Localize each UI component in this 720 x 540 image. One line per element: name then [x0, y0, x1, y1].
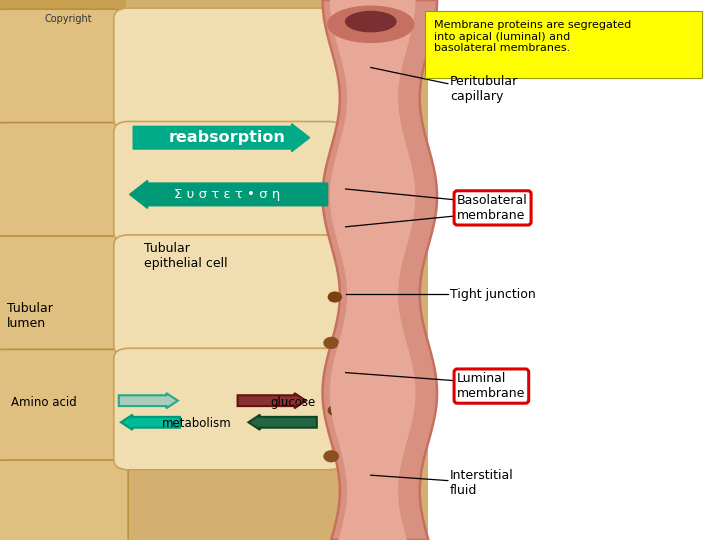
- Circle shape: [324, 338, 338, 348]
- Text: Σ υ σ τ ε τ • σ η: Σ υ σ τ ε τ • σ η: [174, 188, 280, 201]
- Text: Basolateral
membrane: Basolateral membrane: [457, 194, 528, 222]
- FancyArrow shape: [133, 124, 310, 152]
- FancyArrow shape: [248, 415, 317, 430]
- Text: Membrane proteins are segregated
into apical (luminal) and
basolateral membranes: Membrane proteins are segregated into ap…: [434, 20, 631, 53]
- FancyArrow shape: [119, 393, 178, 408]
- Ellipse shape: [345, 11, 397, 32]
- Text: Tight junction: Tight junction: [450, 288, 536, 301]
- FancyBboxPatch shape: [114, 235, 343, 356]
- Text: Interstitial
fluid: Interstitial fluid: [450, 469, 514, 497]
- FancyBboxPatch shape: [114, 348, 343, 470]
- Text: Tubular
lumen: Tubular lumen: [7, 302, 53, 330]
- FancyBboxPatch shape: [0, 123, 128, 242]
- FancyArrow shape: [121, 415, 180, 430]
- Text: Amino acid: Amino acid: [11, 396, 76, 409]
- FancyBboxPatch shape: [0, 236, 128, 355]
- Text: Luminal
membrane: Luminal membrane: [457, 372, 526, 400]
- Polygon shape: [323, 0, 437, 540]
- Bar: [428, 0, 720, 540]
- Ellipse shape: [328, 7, 413, 42]
- Text: reabsorption: reabsorption: [168, 130, 285, 145]
- Bar: [0, 0, 126, 540]
- Circle shape: [328, 292, 341, 302]
- FancyArrow shape: [130, 180, 328, 208]
- FancyBboxPatch shape: [425, 11, 702, 78]
- Text: glucose: glucose: [270, 396, 315, 409]
- FancyBboxPatch shape: [0, 9, 128, 129]
- FancyBboxPatch shape: [0, 460, 128, 540]
- Bar: [0, 0, 428, 540]
- Text: Tubular
epithelial cell: Tubular epithelial cell: [144, 242, 228, 271]
- FancyBboxPatch shape: [114, 122, 343, 243]
- FancyArrow shape: [238, 393, 306, 408]
- Polygon shape: [330, 0, 415, 540]
- Text: Peritubular
capillary: Peritubular capillary: [450, 75, 518, 103]
- FancyBboxPatch shape: [0, 349, 128, 469]
- Circle shape: [324, 451, 338, 462]
- FancyBboxPatch shape: [114, 8, 343, 130]
- Text: metabolism: metabolism: [162, 417, 232, 430]
- Circle shape: [328, 406, 341, 415]
- Text: Copyright: Copyright: [45, 14, 92, 24]
